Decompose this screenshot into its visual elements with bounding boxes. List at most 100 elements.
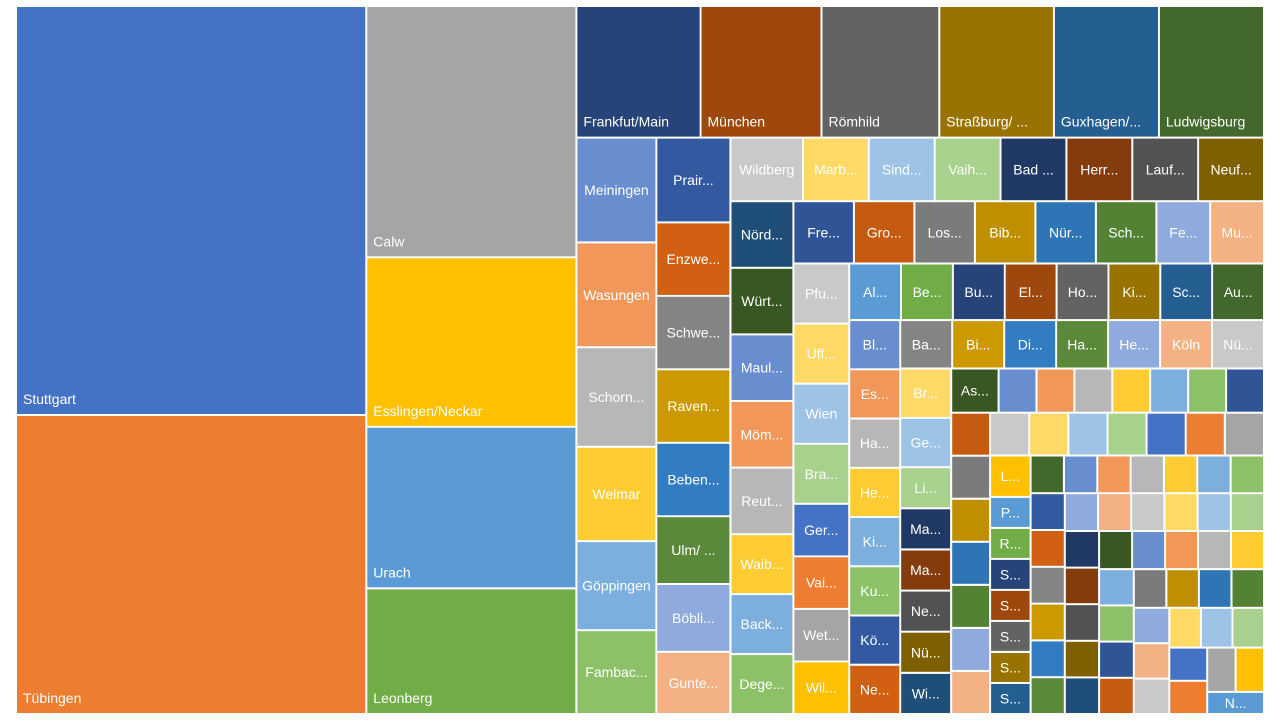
treemap-cell-wildberg: [731, 138, 802, 201]
treemap-cell-d: [999, 369, 1036, 412]
treemap-cell-c: [1031, 641, 1064, 677]
treemap-label-uffe: Uff...: [807, 346, 836, 362]
treemap-cell-tübingen: [17, 416, 366, 713]
treemap-label-hor-sch: Ho...: [1068, 284, 1098, 300]
treemap-label-asp: As...: [961, 383, 989, 399]
treemap-cell-kust: [850, 567, 900, 615]
treemap-cell-nördl: [731, 202, 793, 267]
treemap-label-tübingen: Tübingen: [23, 690, 81, 706]
treemap-label-reutli: Reut...: [741, 493, 782, 509]
treemap-cell-n: [1208, 692, 1263, 713]
treemap-cell-g: [1099, 494, 1131, 531]
treemap-label-ri: R...: [1000, 535, 1022, 551]
treemap-cell-straßburg-elsaß: [940, 7, 1053, 137]
treemap-cell-v: [1031, 456, 1063, 493]
treemap-cell-scha: [1096, 202, 1156, 263]
treemap-label-esslingen-neckar: Esslingen/Neckar: [373, 403, 482, 419]
treemap-label-bad-canns: Bad ...: [1013, 161, 1053, 177]
treemap-cell-böbling: [657, 585, 730, 651]
treemap-label-straßburg-elsaß: Straßburg/ ...: [946, 114, 1028, 130]
treemap-cell-nü: [1213, 321, 1263, 368]
treemap-cell-le: [991, 456, 1030, 496]
treemap-cell-gei: [901, 418, 951, 467]
treemap-label-kirc-teck: Ki...: [1122, 284, 1146, 300]
treemap-cell-f: [991, 413, 1029, 455]
treemap-label-vaihin-enz: Vaih...: [948, 161, 987, 177]
treemap-cell-h: [1134, 679, 1169, 713]
treemap-cell-sch: [1161, 264, 1212, 320]
treemap-cell-bra: [901, 369, 951, 417]
treemap-cell-beben: [657, 443, 730, 516]
treemap-cell-kirch: [850, 518, 900, 566]
treemap-label-ne: Ne...: [911, 603, 941, 619]
treemap-cell-schwei: [657, 296, 730, 369]
treemap-cell-fambach-thüringen: [577, 631, 656, 713]
treemap-cell-e: [1100, 642, 1133, 677]
treemap-cell-nürnb: [1036, 202, 1095, 263]
treemap-cell-bibera-riß: [975, 202, 1035, 263]
treemap-cell-bi: [952, 456, 990, 498]
treemap-cell-weimar: [577, 447, 656, 541]
treemap-cell-stuttgart: [17, 7, 366, 414]
treemap-cell-h: [1165, 494, 1197, 531]
treemap-cell-marba-neckar: [803, 138, 868, 201]
treemap-label-wien: Wien: [805, 406, 837, 422]
treemap-cell-a: [1031, 494, 1064, 529]
treemap-cell-essl: [850, 370, 900, 418]
treemap-cell-göppingen: [577, 542, 656, 630]
treemap-label-weimar: Weimar: [592, 486, 640, 502]
treemap-cell-st: [991, 684, 1030, 713]
treemap-cell-k: [1201, 608, 1232, 647]
treemap-cell-mur: [1211, 202, 1263, 263]
treemap-label-degerl: Dege...: [739, 676, 784, 692]
treemap-label-ha: Ha...: [860, 435, 890, 451]
treemap-cell-heilb: [850, 468, 900, 516]
treemap-label-leonberg: Leonberg: [373, 690, 432, 706]
treemap-cell-h: [1170, 608, 1200, 647]
treemap-cell-ulm-donau: [657, 517, 730, 583]
treemap-cell-leonberg: [367, 589, 576, 713]
treemap-label-mur: Mu...: [1222, 224, 1253, 240]
treemap-cell-m: [1065, 568, 1099, 604]
treemap-cell-ma: [901, 509, 951, 549]
treemap-label-alte-hes: Al...: [863, 284, 887, 300]
treemap-cell-enzwei-vaihing: [657, 223, 730, 295]
treemap-label-wilh: Wil...: [806, 680, 837, 696]
treemap-cell-frankfut-main: [577, 7, 700, 137]
treemap-label-kirch: Ki...: [863, 534, 887, 550]
treemap-cell-m: [1065, 605, 1099, 640]
treemap-label-nördl: Nörd...: [741, 227, 783, 243]
treemap-cell-ravens: [657, 370, 730, 442]
treemap-cell-a: [1199, 532, 1230, 569]
treemap-label-brac: Bra...: [805, 466, 838, 482]
treemap-cell-pf: [991, 497, 1030, 527]
treemap-label-ha: Ha...: [1067, 336, 1097, 352]
treemap-cell-eltin-leo: [1005, 264, 1056, 320]
treemap-cell-bi: [952, 413, 990, 455]
treemap-cell-lin: [901, 468, 951, 508]
treemap-label-fambach-thüringen: Fambac...: [585, 664, 647, 680]
treemap-cell-reutli: [731, 468, 793, 534]
treemap-label-bitt: Bi...: [966, 336, 990, 352]
treemap-label-sch: Sc...: [1172, 284, 1200, 300]
treemap-cell-pfull: [794, 264, 849, 323]
treemap-cell-w: [1098, 456, 1130, 493]
treemap-label-ma: Ma...: [910, 562, 941, 578]
treemap-cell-g: [1134, 570, 1166, 607]
treemap-label-st: S...: [1000, 628, 1021, 644]
treemap-cell-brac: [794, 444, 849, 503]
treemap-cell-los-angele: [915, 202, 974, 263]
treemap-cell-w: [1166, 532, 1198, 569]
treemap-cell-asp: [952, 369, 998, 412]
treemap-cell-kirc-teck: [1109, 264, 1160, 320]
treemap-label-au: Au...: [1224, 284, 1253, 300]
treemap-cell-köng: [850, 616, 900, 664]
treemap-label-großb: Gro...: [867, 224, 902, 240]
treemap-cell-g: [1065, 494, 1097, 531]
treemap-label-n: N...: [1225, 695, 1247, 711]
treemap-label-neuff: Neuf...: [1210, 161, 1251, 177]
treemap-cell-m: [1075, 369, 1112, 412]
treemap-label-urach: Urach: [373, 564, 410, 580]
treemap-cell-ne: [901, 591, 951, 631]
treemap-cell-g: [1132, 494, 1164, 531]
